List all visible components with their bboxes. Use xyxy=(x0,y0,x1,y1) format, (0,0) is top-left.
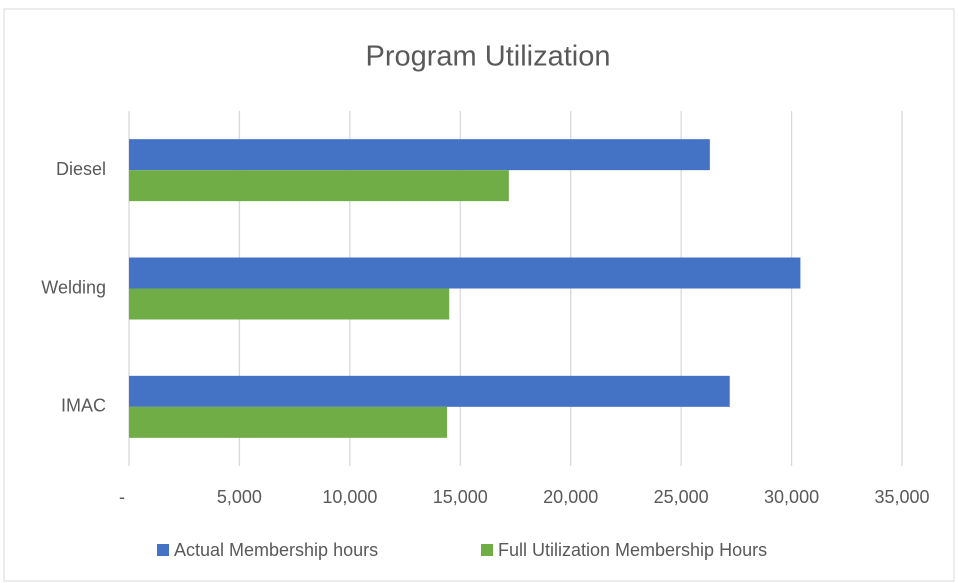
x-tick-label: 20,000 xyxy=(543,487,598,507)
legend-swatch xyxy=(157,544,169,556)
y-tick-label: Diesel xyxy=(56,159,106,179)
x-tick-label: 5,000 xyxy=(217,487,262,507)
legend-label: Full Utilization Membership Hours xyxy=(498,540,767,560)
x-tick-label: - xyxy=(119,487,125,507)
legend-label: Actual Membership hours xyxy=(174,540,378,560)
chart-title: Program Utilization xyxy=(366,41,611,73)
y-tick-label: IMAC xyxy=(61,396,106,416)
bar xyxy=(129,170,509,202)
bar xyxy=(129,406,448,438)
y-tick-label: Welding xyxy=(41,277,106,297)
bar xyxy=(129,288,450,320)
legend-swatch xyxy=(481,544,493,556)
bar xyxy=(129,375,730,407)
x-tick-label: 35,000 xyxy=(874,487,929,507)
x-tick-label: 25,000 xyxy=(654,487,709,507)
bar xyxy=(129,257,801,289)
x-tick-label: 10,000 xyxy=(322,487,377,507)
x-tick-label: 30,000 xyxy=(764,487,819,507)
x-tick-label: 15,000 xyxy=(433,487,488,507)
bar xyxy=(129,139,710,171)
